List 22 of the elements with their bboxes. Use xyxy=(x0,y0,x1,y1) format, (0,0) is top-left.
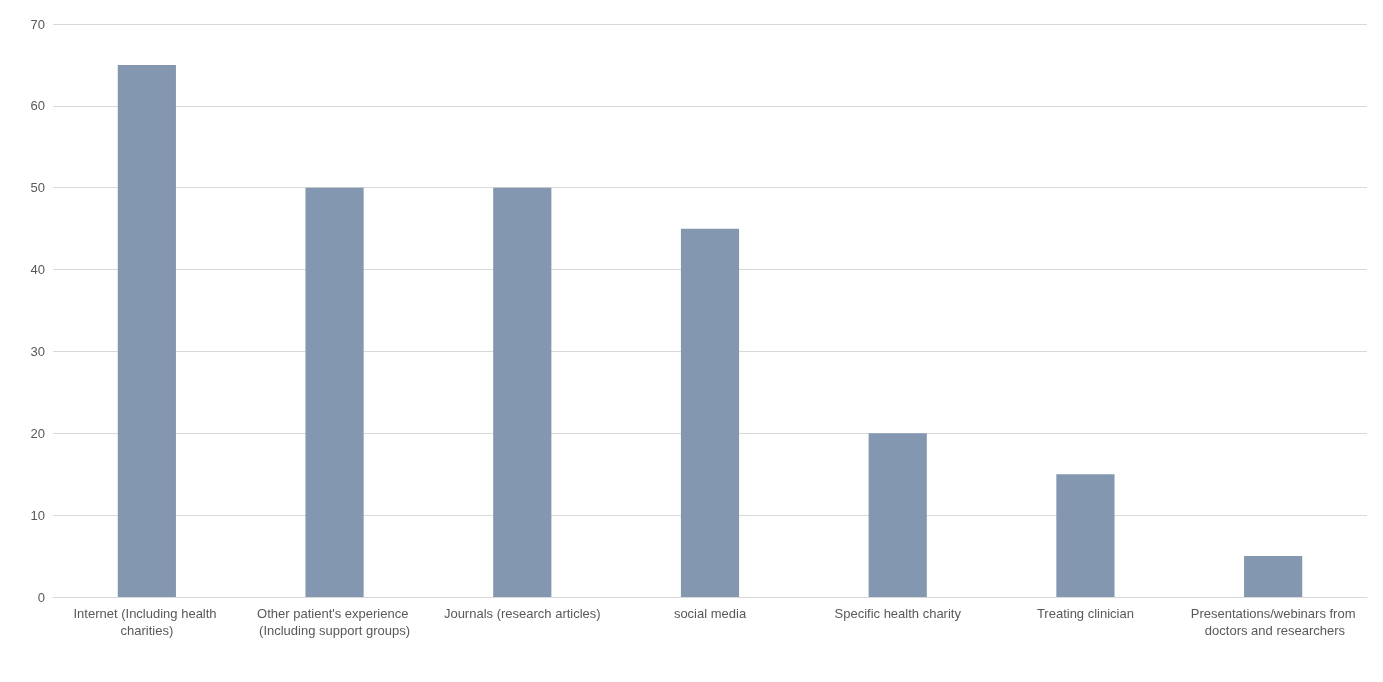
x-tick-label: Journals (research articles) xyxy=(443,606,601,621)
bar xyxy=(1056,474,1115,597)
bar xyxy=(305,187,364,597)
y-tick-label: 60 xyxy=(30,98,45,114)
x-tick-label: Specific health charity xyxy=(834,606,962,621)
y-tick-label: 10 xyxy=(30,507,45,523)
y-tick-label: 30 xyxy=(30,343,45,359)
y-tick-label: 20 xyxy=(30,425,45,441)
y-tick-label: 0 xyxy=(37,589,45,605)
bar xyxy=(868,433,927,597)
bar xyxy=(680,228,740,597)
x-tick-label: Presentations/webinars from doctors and researchers xyxy=(1190,606,1356,638)
y-tick-label: 50 xyxy=(30,180,45,196)
x-tick-label: Treating clinician xyxy=(1036,606,1134,621)
bar xyxy=(117,64,176,597)
y-tick-label: 70 xyxy=(30,16,45,32)
y-tick-label: 40 xyxy=(30,262,45,278)
bar xyxy=(493,187,552,597)
x-tick-label: Internet (Including health charities) xyxy=(73,606,221,638)
x-tick-label: Other patient's experience (Including support groups) xyxy=(257,606,413,638)
x-tick-label: social media xyxy=(673,606,747,621)
bar xyxy=(1244,556,1303,597)
